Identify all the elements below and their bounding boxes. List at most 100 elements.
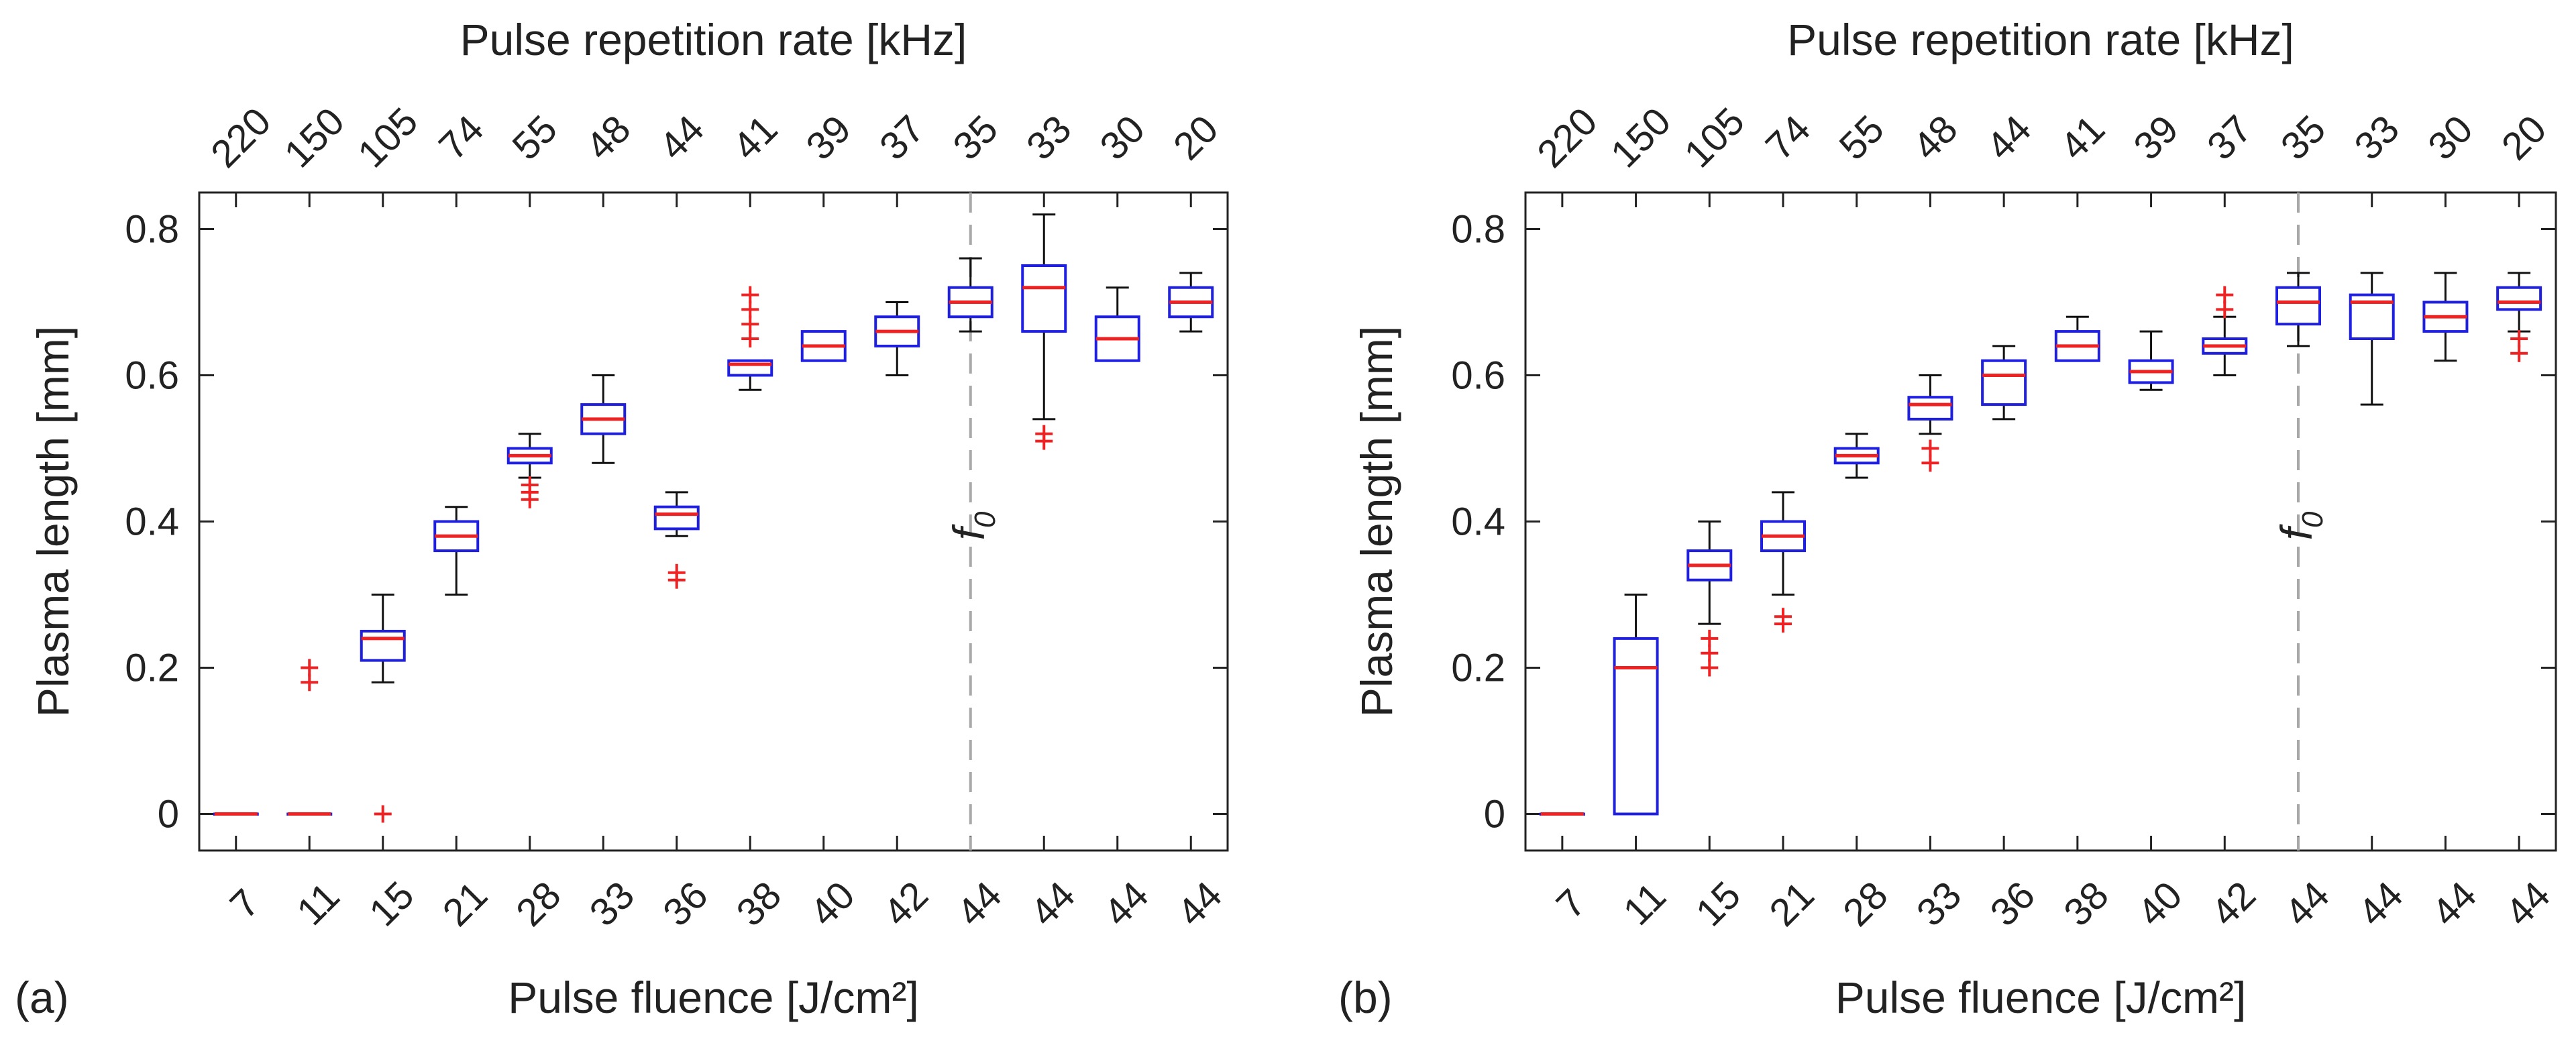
- box-10: [874, 301, 920, 376]
- top-x-tick-label: 150: [276, 99, 352, 176]
- box-iqr: [1021, 264, 1067, 333]
- panel-label: (a): [15, 973, 69, 1022]
- f0-label: f0: [944, 511, 1002, 540]
- y-axis-title: Plasma length [mm]: [1352, 326, 1401, 717]
- x-tick-label: 7: [221, 881, 268, 927]
- top-x-tick-label: 30: [1091, 107, 1153, 168]
- box-14: [2496, 272, 2542, 362]
- box-1: [213, 812, 259, 816]
- box-9: [2128, 330, 2174, 391]
- box-iqr: [1981, 359, 2027, 406]
- box-13: [1094, 286, 1140, 362]
- top-x-tick-label: 41: [2051, 107, 2113, 168]
- box-4: [433, 506, 480, 596]
- x-tick-label: 11: [1615, 874, 1674, 934]
- f0-label-subscript: 0: [2296, 511, 2329, 528]
- box-iqr: [1613, 637, 1659, 816]
- x-tick-label: 21: [435, 873, 496, 935]
- x-tick-label: 42: [875, 873, 937, 935]
- top-x-tick-label: 44: [651, 107, 712, 168]
- outlier-marker: [1701, 629, 1719, 647]
- outlier-marker: [374, 805, 392, 823]
- box-13: [2422, 272, 2469, 362]
- box-2: [286, 659, 333, 816]
- x-tick-label: 44: [1095, 873, 1157, 935]
- box-8: [727, 286, 773, 391]
- x-tick-label: 21: [1761, 873, 1823, 935]
- outlier-marker: [741, 300, 759, 319]
- f0-label-subscript: 0: [969, 511, 1002, 528]
- outlier-marker: [521, 476, 539, 494]
- top-x-tick-label: 150: [1603, 99, 1679, 176]
- top-x-tick-label: 37: [871, 107, 933, 168]
- outlier-marker: [2510, 330, 2528, 347]
- top-x-tick-label: 33: [2346, 107, 2408, 168]
- box-11: [947, 257, 994, 333]
- chart-panel-1: 0 0.2 0.4 0.6 0.8 7 220 11 150 15 105 21 74 28 55 33 48 3…: [15, 15, 1230, 1022]
- x-tick-label: 38: [2055, 873, 2117, 935]
- box-6: [580, 374, 627, 464]
- box-5: [506, 433, 553, 508]
- top-x-tick-label: 35: [2273, 107, 2334, 168]
- x-tick-label: 38: [729, 873, 790, 935]
- y-tick-label: 0.2: [125, 647, 179, 690]
- outlier-marker: [2216, 300, 2234, 319]
- box-11: [2275, 272, 2321, 347]
- box-3: [1686, 520, 1733, 677]
- box-1: [1539, 812, 1585, 816]
- y-tick-label: 0.8: [125, 208, 179, 252]
- top-x-tick-label: 55: [1831, 107, 1892, 168]
- top-x-tick-label: 74: [1758, 107, 1819, 168]
- x-tick-label: 7: [1548, 881, 1595, 927]
- top-x-tick-label: 55: [504, 107, 566, 168]
- x-tick-label: 40: [2129, 873, 2191, 935]
- box-9: [800, 330, 847, 362]
- x-tick-label: 44: [1169, 873, 1231, 935]
- box-iqr: [1907, 396, 1953, 421]
- outlier-marker: [741, 315, 759, 333]
- y-tick-label: 0.6: [1451, 354, 1505, 398]
- y-tick-label: 0.2: [1451, 647, 1505, 690]
- top-x-tick-label: 30: [2420, 107, 2481, 168]
- box-8: [2054, 315, 2100, 362]
- x-tick-label: 36: [655, 873, 716, 935]
- y-tick-label: 0.6: [125, 354, 179, 398]
- box-5: [1833, 433, 1880, 479]
- top-x-tick-label: 44: [1978, 107, 2040, 168]
- x-tick-label: 44: [2350, 873, 2412, 935]
- outlier-marker: [301, 673, 319, 692]
- y-tick-label: 0.4: [1451, 500, 1505, 544]
- outlier-marker: [1035, 425, 1053, 443]
- f0-label: f0: [2271, 511, 2329, 540]
- box-2: [1613, 594, 1659, 816]
- top-x-tick-label: 74: [431, 107, 492, 168]
- box-4: [1760, 491, 1806, 633]
- outlier-marker: [2216, 286, 2234, 304]
- box-iqr: [2275, 286, 2321, 326]
- outlier-marker: [1701, 644, 1719, 662]
- box-12: [1021, 213, 1067, 450]
- x-tick-label: 44: [1022, 873, 1084, 935]
- box-iqr: [2496, 286, 2542, 311]
- x-axis-title: Pulse fluence [J/cm²]: [1835, 973, 2247, 1022]
- outlier-marker: [1701, 659, 1719, 677]
- x-tick-label: 42: [2203, 873, 2265, 935]
- x-tick-label: 44: [2497, 873, 2559, 935]
- top-x-tick-label: 37: [2199, 107, 2261, 168]
- x-tick-label: 33: [582, 873, 643, 935]
- outlier-marker: [741, 330, 759, 347]
- box-7: [653, 491, 700, 589]
- outlier-marker: [1921, 454, 1939, 472]
- outlier-marker: [301, 659, 319, 677]
- y-tick-label: 0.8: [1451, 208, 1505, 252]
- box-12: [2349, 272, 2395, 406]
- top-x-tick-label: 105: [1676, 99, 1753, 176]
- x-tick-label: 36: [1982, 873, 2043, 935]
- top-x-tick-label: 48: [578, 107, 639, 168]
- x-axis-title: Pulse fluence [J/cm²]: [508, 973, 919, 1022]
- x-tick-label: 28: [508, 873, 570, 935]
- top-x-axis-title: Pulse repetition rate [kHz]: [460, 15, 967, 64]
- box-iqr: [360, 630, 406, 662]
- top-x-tick-label: 33: [1018, 107, 1080, 168]
- top-x-tick-label: 220: [1529, 99, 1605, 176]
